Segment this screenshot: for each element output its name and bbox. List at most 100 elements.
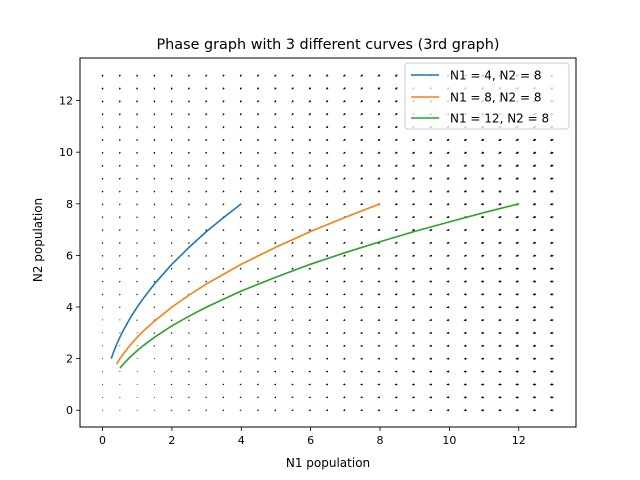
- quiver-arrow: [256, 190, 260, 193]
- y-axis-ticks: 0 2 4 6 8 10 12: [59, 95, 80, 417]
- x-tick-label: 6: [307, 434, 314, 447]
- quiver-arrow: [377, 280, 381, 283]
- quiver-arrow: [170, 100, 173, 103]
- quiver-arrow: [325, 344, 329, 347]
- quiver-arrow: [480, 267, 485, 270]
- quiver-arrow: [308, 254, 311, 257]
- quiver-arrow: [463, 164, 467, 167]
- quiver-arrow: [429, 177, 433, 180]
- quiver-arrow: [154, 409, 156, 411]
- quiver-arrow: [497, 280, 502, 283]
- quiver-arrow: [308, 370, 311, 373]
- quiver-arrow: [446, 293, 450, 296]
- quiver-arrow: [118, 87, 121, 91]
- quiver-arrow: [257, 100, 260, 103]
- quiver-arrow: [170, 74, 173, 78]
- quiver-arrow: [498, 228, 502, 232]
- quiver-arrow: [377, 228, 381, 231]
- quiver-arrow: [222, 177, 225, 180]
- quiver-arrow: [377, 293, 381, 296]
- quiver-arrow: [532, 151, 537, 154]
- quiver-arrow: [239, 100, 242, 103]
- quiver-arrow: [154, 383, 156, 385]
- quiver-arrow: [222, 74, 225, 78]
- quiver-arrow: [411, 190, 415, 193]
- quiver-arrow: [360, 190, 363, 193]
- quiver-arrow: [497, 305, 502, 309]
- quiver-arrow: [463, 344, 467, 348]
- quiver-arrow: [463, 228, 467, 232]
- quiver-arrow: [480, 344, 485, 348]
- quiver-arrow: [188, 126, 191, 129]
- quiver-arrow: [188, 203, 191, 206]
- quiver-arrow: [360, 331, 363, 334]
- quiver-arrow: [360, 254, 363, 257]
- quiver-arrow: [429, 164, 433, 167]
- quiver-arrow: [291, 241, 294, 244]
- quiver-arrow: [222, 126, 225, 129]
- quiver-arrow: [446, 177, 450, 180]
- quiver-arrow: [480, 164, 485, 167]
- quiver-arrow: [325, 151, 329, 154]
- quiver-arrow: [325, 293, 329, 296]
- chart-title: Phase graph with 3 different curves (3rd…: [156, 37, 499, 53]
- quiver-arrow: [239, 74, 242, 78]
- quiver-arrow: [274, 190, 277, 193]
- quiver-arrow: [549, 215, 554, 219]
- quiver-arrow: [222, 190, 225, 193]
- quiver-arrow: [532, 344, 537, 348]
- quiver-arrow: [343, 112, 346, 116]
- quiver-arrow: [342, 267, 346, 270]
- quiver-arrow: [342, 357, 346, 360]
- quiver-arrow: [549, 177, 554, 180]
- quiver-arrow: [136, 332, 138, 334]
- quiver-arrow: [394, 344, 398, 347]
- quiver-arrow: [205, 151, 208, 155]
- quiver-arrow: [205, 177, 208, 180]
- quiver-arrow: [188, 280, 190, 283]
- quiver-arrow: [325, 125, 329, 129]
- quiver-arrow: [394, 331, 398, 335]
- quiver-arrow: [394, 396, 398, 399]
- quiver-arrow: [497, 293, 502, 296]
- quiver-arrow: [377, 151, 381, 154]
- quiver-arrow: [394, 318, 398, 322]
- quiver-arrow: [549, 292, 554, 296]
- quiver-arrow: [463, 318, 467, 322]
- quiver-arrow: [291, 254, 294, 257]
- quiver-arrow: [549, 318, 554, 322]
- quiver-arrow: [308, 100, 312, 103]
- quiver-arrow: [515, 228, 519, 232]
- quiver-arrow: [222, 203, 225, 206]
- quiver-arrow: [239, 254, 242, 257]
- quiver-arrow: [532, 189, 537, 193]
- quiver-arrow: [394, 100, 398, 103]
- quiver-arrow: [429, 202, 433, 206]
- quiver-arrow: [136, 87, 139, 91]
- quiver-arrow: [429, 409, 433, 412]
- y-tick-label: 8: [66, 198, 73, 211]
- quiver-arrow: [360, 344, 363, 347]
- quiver-arrow: [222, 138, 225, 142]
- quiver-arrow: [429, 396, 433, 399]
- quiver-arrow: [394, 190, 398, 193]
- plot-frame: [79, 57, 577, 428]
- quiver-arrow: [154, 358, 156, 360]
- quiver-arrow: [463, 331, 467, 335]
- quiver-arrow: [325, 100, 329, 103]
- quiver-arrow: [377, 357, 381, 360]
- quiver-arrow: [549, 331, 554, 335]
- quiver-arrow: [532, 396, 537, 399]
- quiver-arrow: [532, 215, 537, 219]
- quiver-arrow: [446, 241, 450, 244]
- quiver-arrow: [515, 344, 519, 348]
- y-tick-label: 2: [66, 353, 73, 366]
- quiver-arrow: [463, 370, 467, 373]
- quiver-arrow: [205, 241, 208, 244]
- quiver-arrow: [429, 267, 433, 270]
- quiver-arrow: [498, 164, 502, 167]
- quiver-arrow: [532, 267, 537, 270]
- quiver-arrow: [360, 280, 363, 283]
- quiver-arrow: [188, 139, 191, 142]
